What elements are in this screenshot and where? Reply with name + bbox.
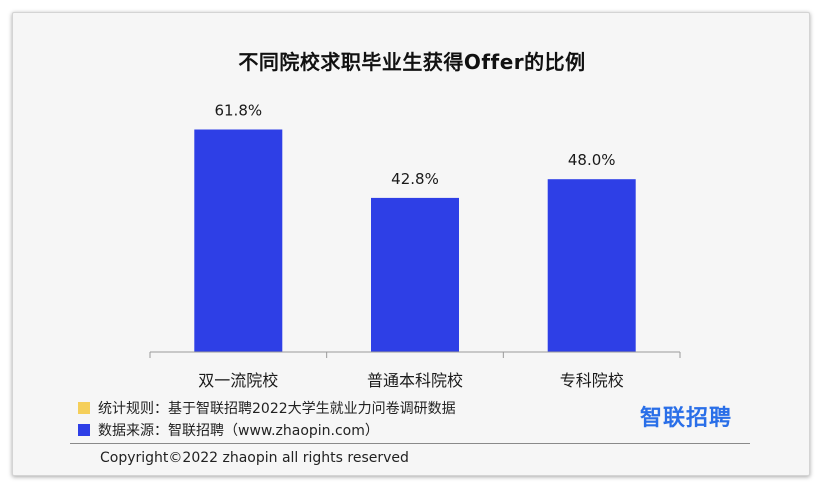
- category-label-3: 专科院校: [560, 371, 624, 390]
- data-source-note: 数据来源：智联招聘（www.zhaopin.com）: [78, 420, 379, 440]
- category-label-1: 双一流院校: [198, 371, 278, 390]
- stat-rule-note: 统计规则：基于智联招聘2022大学生就业力问卷调研数据: [78, 398, 456, 418]
- copyright-text: Copyright©2022 zhaopin all rights reserv…: [100, 450, 409, 466]
- chart-title: 不同院校求职毕业生获得Offer的比例: [238, 50, 586, 74]
- rule-swatch: [78, 402, 90, 414]
- zhaopin-logo: 智联招聘: [640, 406, 733, 431]
- bar-3: [547, 179, 636, 352]
- category-label-2: 普通本科院校: [367, 371, 463, 390]
- data-source-text: 数据来源：智联招聘（www.zhaopin.com）: [98, 423, 379, 439]
- footer-divider: [70, 443, 750, 444]
- bar-value-label-3: 48.0%: [568, 151, 616, 169]
- bar-value-label-1: 61.8%: [214, 102, 262, 120]
- stat-rule-text: 统计规则：基于智联招聘2022大学生就业力问卷调研数据: [98, 401, 456, 417]
- bar-value-label-2: 42.8%: [391, 170, 439, 188]
- bar-1: [194, 129, 283, 352]
- bar-2: [371, 197, 459, 352]
- source-swatch: [78, 424, 90, 436]
